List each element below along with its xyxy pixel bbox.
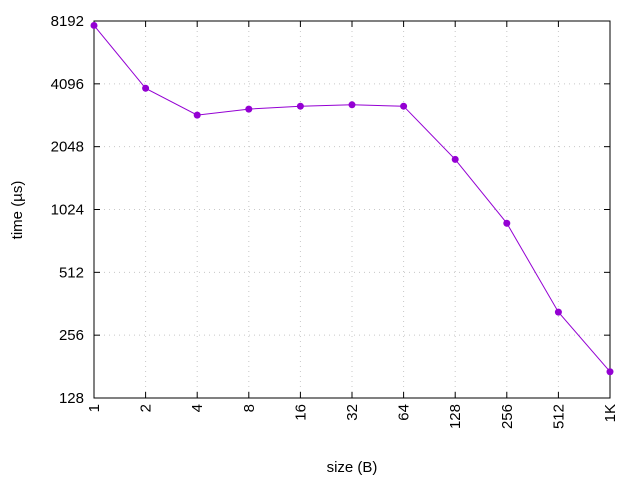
x-tick-label: 8	[241, 404, 258, 412]
data-point	[193, 111, 201, 119]
x-tick-label: 4	[189, 404, 206, 412]
data-point	[451, 155, 459, 163]
x-tick-label: 1K	[602, 404, 619, 422]
y-tick-label: 8192	[51, 13, 84, 30]
y-tick-label: 256	[59, 327, 84, 344]
y-tick-label: 128	[59, 390, 84, 407]
series-line	[93, 25, 611, 373]
grid-lines	[94, 21, 610, 398]
x-axis-label: size (B)	[327, 459, 378, 476]
y-tick-label: 2048	[51, 139, 84, 156]
x-tick-label: 16	[292, 404, 309, 421]
x-tick-label: 512	[550, 404, 567, 429]
axis-ticks: 1 2 4 8 16 32 64 128 256 512 1K 128 256 512 1024 2048 40…	[51, 13, 619, 429]
series-layer	[90, 21, 614, 376]
data-point	[400, 102, 408, 110]
data-point	[606, 368, 614, 376]
data-point	[348, 101, 356, 109]
x-tick-label: 128	[447, 404, 464, 429]
x-tick-label: 1	[86, 404, 103, 412]
data-point	[503, 219, 511, 227]
data-point	[90, 21, 98, 29]
data-point	[296, 102, 304, 110]
y-axis-label: time (µs)	[9, 181, 26, 240]
y-tick-label: 512	[59, 264, 84, 281]
data-point	[142, 84, 150, 92]
data-point	[245, 105, 253, 113]
x-tick-label: 64	[396, 404, 413, 421]
y-tick-label: 1024	[51, 202, 84, 219]
x-tick-label: 2	[138, 404, 155, 412]
x-tick-label: 256	[499, 404, 516, 429]
data-point	[554, 308, 562, 316]
y-tick-label: 4096	[51, 76, 84, 93]
x-tick-label: 32	[344, 404, 361, 421]
